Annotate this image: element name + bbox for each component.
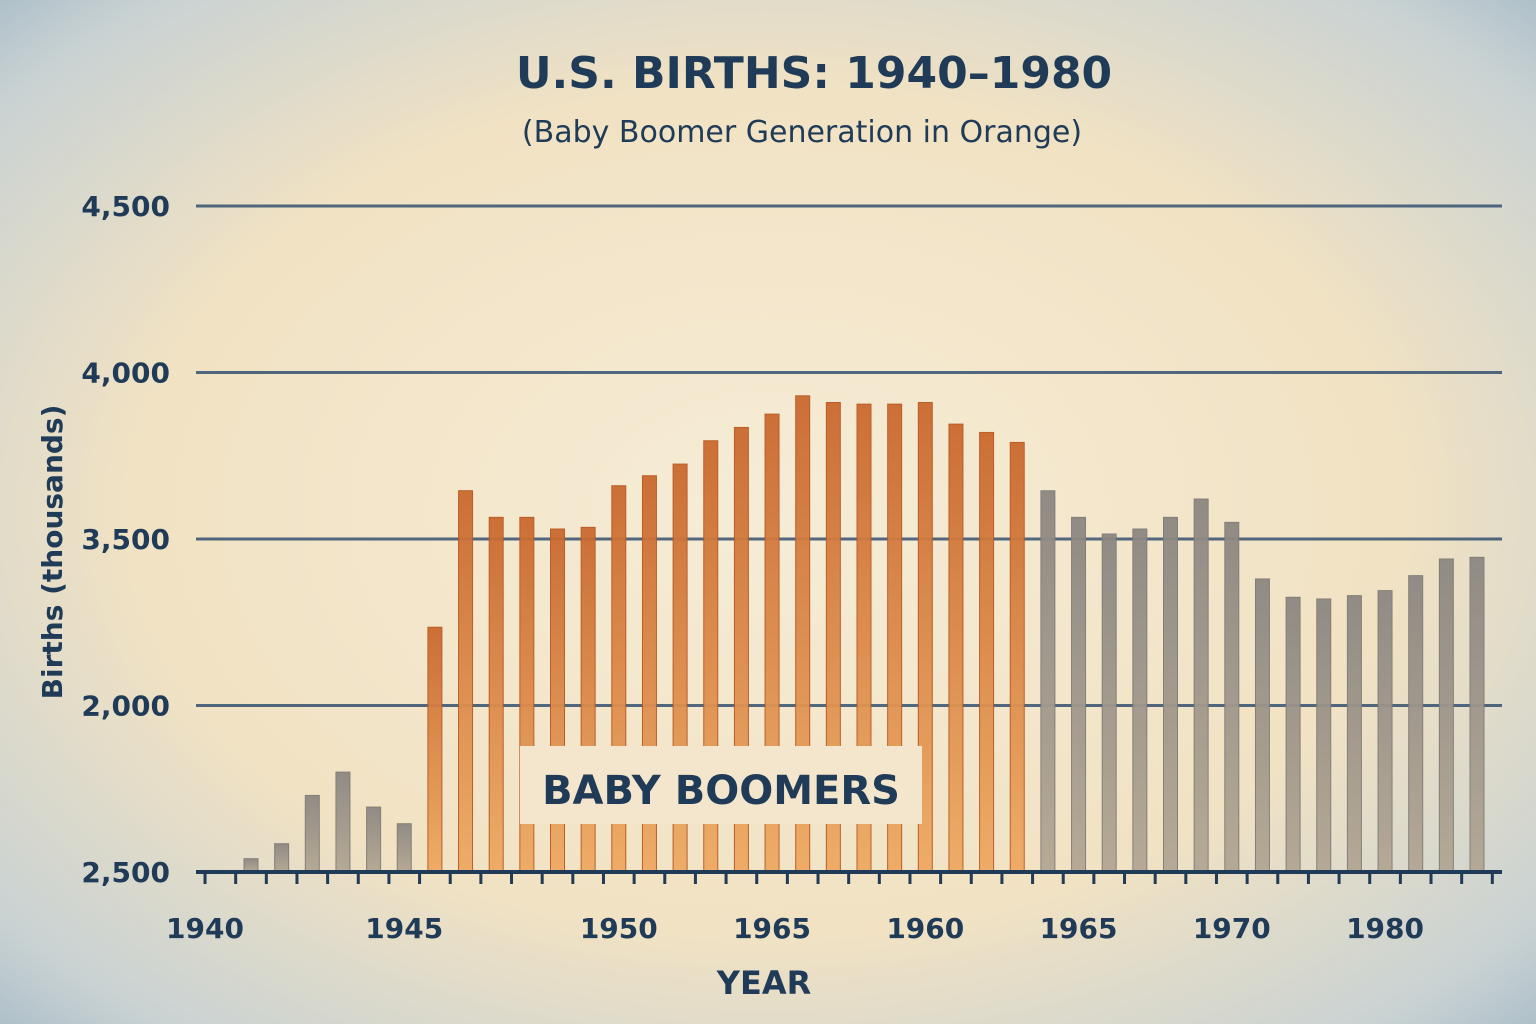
x-tick-label-6: 1970	[1193, 912, 1271, 945]
y-axis-ticks: 2,500 2,000 3,500 4,000 4,500	[81, 190, 170, 889]
bar-1	[274, 843, 290, 873]
bar-25	[1009, 441, 1025, 873]
bar-2	[304, 794, 320, 873]
bar-26	[1040, 490, 1056, 873]
bar-36	[1346, 595, 1362, 873]
bar-32	[1224, 521, 1240, 873]
baby-boomers-annotation: BABY BOOMERS	[520, 746, 922, 824]
bar-31	[1193, 498, 1209, 873]
annotation-backdrop	[520, 746, 922, 824]
x-tick-label-7: 1980	[1346, 912, 1424, 945]
bar-7	[458, 490, 474, 873]
y-tick-label-0: 2,500	[81, 856, 170, 889]
bar-23	[948, 423, 964, 873]
x-tick-label-2: 1950	[580, 912, 658, 945]
bar-4	[366, 806, 382, 873]
bar-8	[488, 516, 504, 873]
y-tick-label-4: 4,500	[81, 190, 170, 223]
bar-40	[1469, 556, 1485, 873]
bar-28	[1101, 533, 1117, 873]
bar-30	[1163, 516, 1178, 873]
gridlines	[196, 204, 1502, 707]
x-tick-label-1: 1945	[365, 912, 443, 945]
annotation-label: BABY BOOMERS	[542, 768, 900, 814]
y-tick-label-3: 4,000	[81, 357, 170, 390]
x-axis-tick-labels: 1940 1945 1950 1965 1960 1965 1970 1980	[166, 912, 1424, 945]
bar-35	[1316, 598, 1332, 873]
bar-27	[1071, 516, 1087, 873]
bar-29	[1132, 528, 1148, 873]
x-tick-label-5: 1965	[1040, 912, 1118, 945]
bar-34	[1285, 596, 1301, 873]
bar-5	[396, 823, 412, 873]
x-axis-label: YEAR	[716, 964, 811, 1002]
bar-38	[1408, 575, 1424, 873]
y-tick-label-1: 2,000	[81, 690, 170, 723]
x-tick-label-4: 1960	[886, 912, 964, 945]
chart-subtitle: (Baby Boomer Generation in Orange)	[522, 115, 1082, 150]
chart-title: U.S. BIRTHS: 1940–1980	[516, 48, 1112, 99]
x-tick-label-0: 1940	[166, 912, 244, 945]
y-tick-label-2: 3,500	[81, 523, 170, 556]
x-tick-label-3: 1965	[733, 912, 811, 945]
bar-6	[427, 626, 443, 873]
bar-39	[1438, 558, 1454, 873]
bar-37	[1377, 590, 1393, 873]
bar-3	[335, 771, 351, 873]
y-axis-label: Births (thousands)	[36, 405, 69, 700]
bar-24	[979, 431, 995, 873]
bar-33	[1254, 578, 1270, 873]
x-axis-ticks	[203, 872, 1494, 884]
